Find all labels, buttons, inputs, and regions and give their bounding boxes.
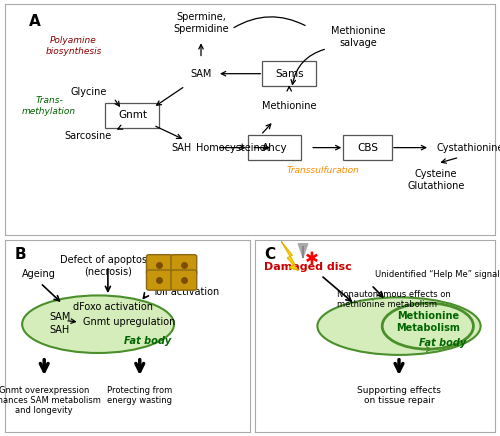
Text: Ahcy: Ahcy <box>262 143 287 153</box>
FancyBboxPatch shape <box>146 255 172 275</box>
Text: SAM: SAM <box>49 312 70 321</box>
Text: Nonautonomous effects on
methionine metabolism: Nonautonomous effects on methionine meta… <box>336 290 450 309</box>
Text: SAH: SAH <box>171 143 191 153</box>
Text: Unidentified “Help Me” signal: Unidentified “Help Me” signal <box>375 270 500 279</box>
Text: DAMPs?
Toll activation: DAMPs? Toll activation <box>152 275 219 296</box>
Text: Transsulfuration: Transsulfuration <box>287 166 360 175</box>
Text: B: B <box>15 248 26 262</box>
FancyBboxPatch shape <box>262 61 316 86</box>
Text: Spermine,
Spermidine: Spermine, Spermidine <box>173 12 229 34</box>
Text: Cystathionine: Cystathionine <box>436 143 500 153</box>
Text: Gnmt upregulation: Gnmt upregulation <box>84 317 176 327</box>
Text: Defect of apoptosis
(necrosis): Defect of apoptosis (necrosis) <box>60 255 156 277</box>
Text: Gnmt overexpression
enhances SAM metabolism
and longevity: Gnmt overexpression enhances SAM metabol… <box>0 385 101 416</box>
Text: SAH: SAH <box>49 325 70 335</box>
Polygon shape <box>298 244 308 257</box>
Text: Sams: Sams <box>275 69 304 78</box>
Text: CBS: CBS <box>357 143 378 153</box>
Text: Fat body: Fat body <box>419 338 466 348</box>
Text: Sarcosine: Sarcosine <box>64 131 112 141</box>
Text: Gnmt: Gnmt <box>118 110 147 120</box>
Text: Methionine: Methionine <box>262 101 316 111</box>
FancyBboxPatch shape <box>248 135 302 160</box>
Text: Methionine
Metabolism: Methionine Metabolism <box>396 311 460 333</box>
Ellipse shape <box>318 297 480 355</box>
Text: Damaged disc: Damaged disc <box>264 262 352 272</box>
Text: ✱: ✱ <box>304 250 318 268</box>
Ellipse shape <box>22 296 174 353</box>
Text: dFoxo activation: dFoxo activation <box>73 302 153 312</box>
Text: SAM: SAM <box>190 69 212 78</box>
Text: A: A <box>28 14 40 29</box>
Polygon shape <box>282 242 298 270</box>
Text: Methionine
salvage: Methionine salvage <box>330 26 385 48</box>
Text: Homocysteine: Homocysteine <box>196 143 266 153</box>
Text: Glycine: Glycine <box>70 87 106 97</box>
Text: Trans-
methylation: Trans- methylation <box>22 96 76 116</box>
FancyBboxPatch shape <box>106 102 160 128</box>
Text: Supporting effects
on tissue repair: Supporting effects on tissue repair <box>357 385 441 405</box>
Text: C: C <box>264 248 276 262</box>
FancyBboxPatch shape <box>343 135 392 160</box>
FancyBboxPatch shape <box>171 270 196 290</box>
Text: Ageing: Ageing <box>22 269 56 279</box>
Text: Protecting from
energy wasting: Protecting from energy wasting <box>107 385 172 405</box>
Text: Fat body: Fat body <box>124 337 172 347</box>
Text: Cysteine
Glutathione: Cysteine Glutathione <box>408 169 465 191</box>
FancyBboxPatch shape <box>171 255 196 275</box>
FancyBboxPatch shape <box>146 270 172 290</box>
Text: Polyamine
biosynthesis: Polyamine biosynthesis <box>46 36 102 56</box>
